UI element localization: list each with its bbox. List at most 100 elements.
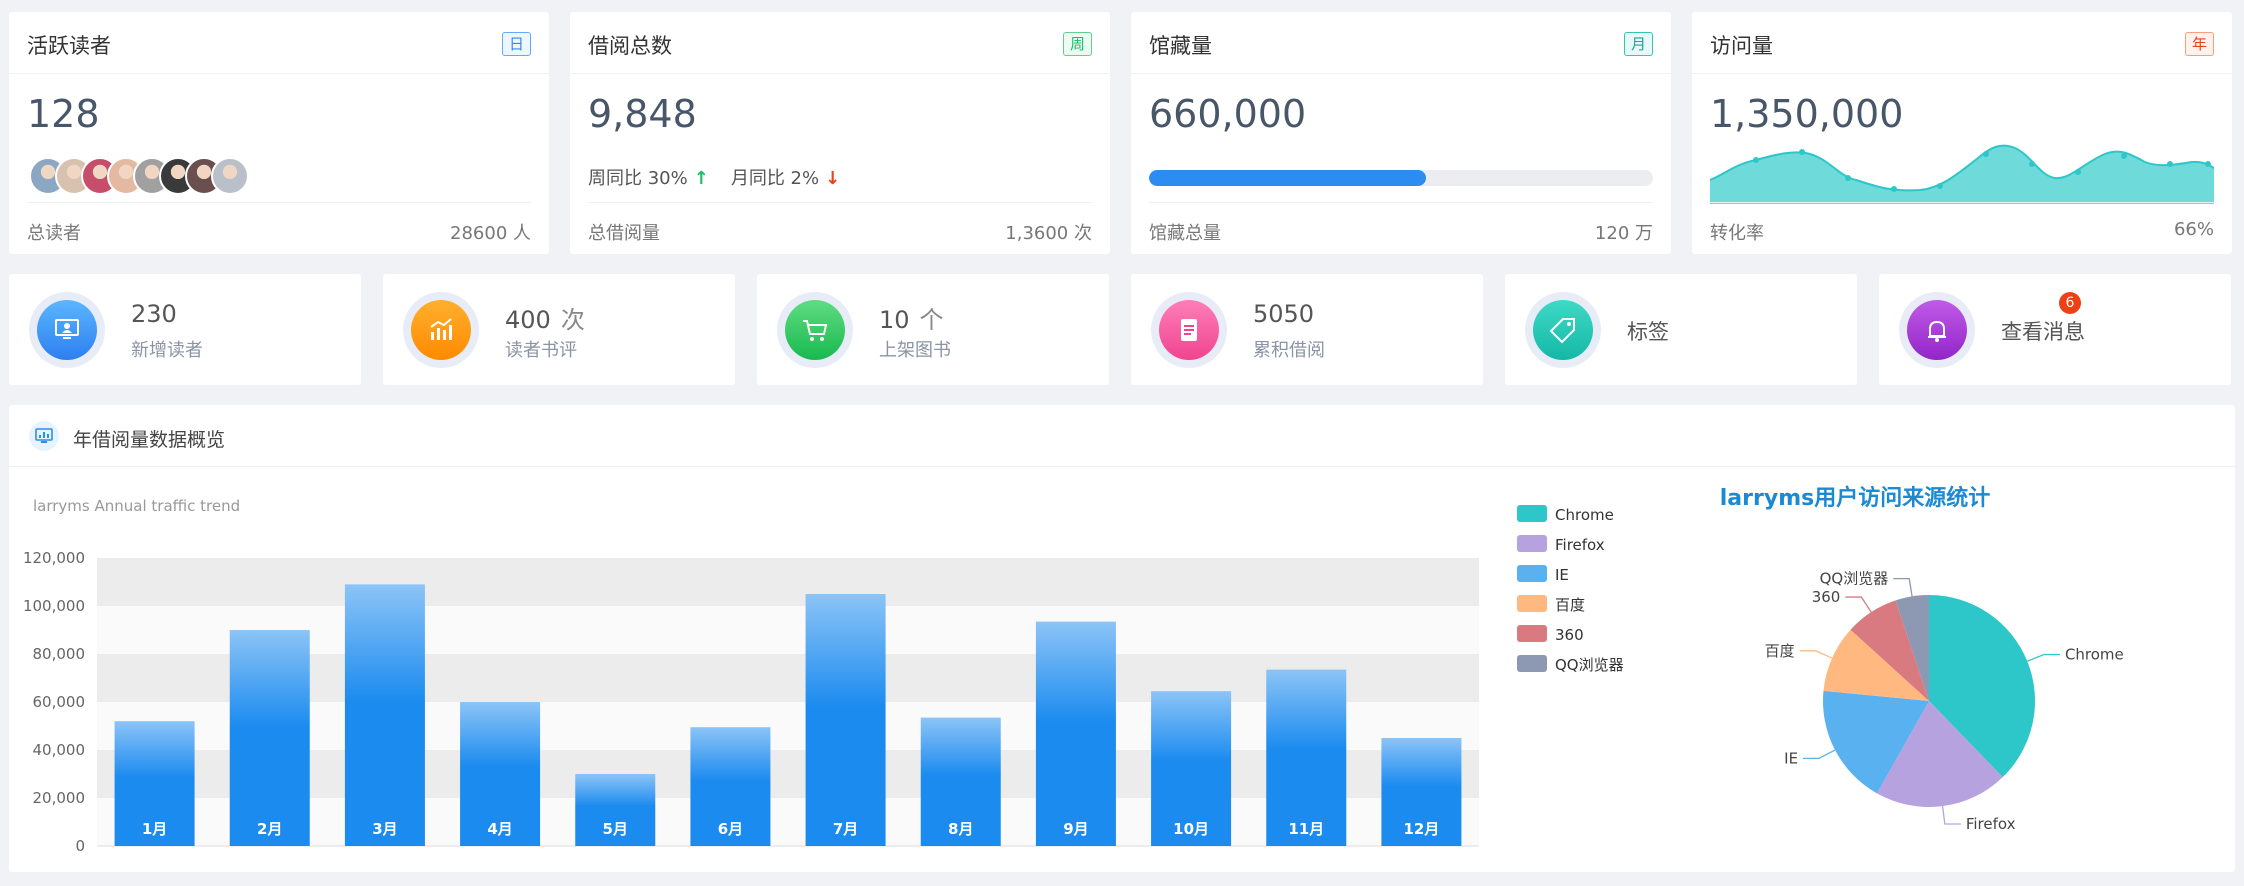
bar-category-label: 12月: [1403, 820, 1439, 838]
bar[interactable]: [920, 717, 1001, 846]
legend-swatch[interactable]: [1517, 535, 1547, 552]
sparkline-points: [1753, 149, 2211, 192]
grid-band: [97, 750, 1479, 798]
quick-unit: 次: [560, 306, 585, 334]
footer-label: 馆藏总量: [1149, 223, 1221, 244]
legend-label[interactable]: 百度: [1555, 596, 1585, 614]
quick-card-shelved-books[interactable]: 10 个 上架图书: [757, 274, 1109, 385]
legend-label[interactable]: Firefox: [1555, 536, 1605, 554]
legend-swatch[interactable]: [1517, 595, 1547, 612]
legend-swatch[interactable]: [1517, 505, 1547, 522]
quick-card-reviews[interactable]: 400 次 读者书评: [383, 274, 735, 385]
sparkline-point: [1983, 151, 1989, 157]
sparkline-point: [1753, 157, 1759, 163]
period-badge[interactable]: 日: [501, 32, 531, 56]
pie-label-line: [2027, 653, 2060, 662]
period-badge[interactable]: 年: [2184, 32, 2214, 56]
quick-card-total-borrowed[interactable]: 5050 累积借阅: [1131, 274, 1483, 385]
y-tick-label: 60,000: [33, 693, 86, 711]
tag-icon: [1533, 300, 1593, 360]
sparkline-point: [2167, 161, 2173, 167]
progress-fill: [1149, 170, 1427, 186]
period-badge[interactable]: 周: [1062, 32, 1092, 56]
footer-label: 转化率: [1710, 223, 1764, 244]
reader-avatar[interactable]: [211, 157, 249, 195]
icon-ring: [1899, 292, 1975, 368]
quick-card-tags[interactable]: 标签: [1505, 274, 1857, 385]
bar[interactable]: [690, 727, 771, 846]
bar[interactable]: [229, 630, 310, 846]
quick-label: 上架图书: [879, 340, 951, 361]
stat-card-active-readers: 活跃读者 日 128 总读者 28600 人: [9, 12, 549, 254]
quick-card-new-readers[interactable]: 230 新增读者: [9, 274, 361, 385]
sparkline-point: [2121, 153, 2127, 159]
sparkline-point: [2075, 169, 2081, 175]
quick-value: 5050: [1253, 300, 1315, 328]
bar[interactable]: [575, 774, 656, 846]
stat-value: 1,350,000: [1710, 92, 1904, 136]
stat-card-header: 活跃读者 日: [9, 12, 549, 74]
arrow-down-icon: ↓: [825, 168, 841, 189]
grid-band: [97, 606, 1479, 654]
sparkline-area: [1710, 145, 2214, 204]
sparkline-point: [1845, 175, 1851, 181]
pie-slice-label: QQ浏览器: [1820, 570, 1889, 588]
quick-card-messages[interactable]: 查看消息 6: [1879, 274, 2231, 385]
pie-slice-label: 360: [1812, 588, 1841, 606]
grid-band: [97, 702, 1479, 750]
pie-title: larryms用户访问来源统计: [1720, 485, 1990, 511]
legend-label[interactable]: Chrome: [1555, 506, 1614, 524]
y-tick-label: 80,000: [33, 645, 86, 663]
legend-swatch[interactable]: [1517, 655, 1547, 672]
stat-card-collection: 馆藏量 月 660,000 馆藏总量 120 万: [1131, 12, 1671, 254]
quick-unit: 个: [919, 306, 944, 334]
sparkline-point: [2029, 161, 2035, 167]
legend-label[interactable]: IE: [1555, 566, 1569, 584]
pie-slice[interactable]: [1929, 595, 2035, 778]
quick-label: 累积借阅: [1253, 340, 1325, 361]
footer-value: 120 万: [1594, 223, 1653, 244]
legend-label[interactable]: 360: [1555, 626, 1584, 644]
y-tick-label: 100,000: [23, 597, 85, 615]
pie-label-line: [1941, 806, 1961, 825]
bar[interactable]: [1151, 691, 1232, 846]
dashboard-icon: [29, 421, 59, 451]
bar[interactable]: [460, 702, 541, 846]
grid-band: [97, 798, 1479, 846]
bar[interactable]: [114, 721, 195, 846]
pie-slice[interactable]: [1823, 690, 1929, 794]
bar-category-label: 7月: [833, 820, 858, 838]
pie-slice[interactable]: [1895, 595, 1929, 701]
stat-title: 活跃读者: [27, 34, 111, 58]
annual-borrow-panel: 年借阅量数据概览 larryms Annual traffic trend 0 2…: [9, 405, 2235, 872]
quick-label: 查看消息: [2001, 320, 2085, 344]
legend-swatch[interactable]: [1517, 565, 1547, 582]
grid-band: [97, 558, 1479, 606]
annual-borrow-bar-chart: 0 20,000 40,000 60,000 80,000 100,000 120,000 1…: [23, 549, 1479, 855]
pie-slice[interactable]: [1876, 701, 2003, 807]
chart-growth-icon: [411, 300, 471, 360]
unread-count-badge: 6: [2059, 292, 2081, 314]
bar[interactable]: [1035, 621, 1116, 846]
stat-value: 9,848: [588, 92, 697, 136]
sparkline-line: [1710, 144, 2214, 192]
period-badge[interactable]: 月: [1623, 32, 1653, 56]
icon-ring: [29, 292, 105, 368]
bar[interactable]: [805, 594, 886, 846]
bar[interactable]: [1266, 669, 1347, 846]
pie-slice[interactable]: [1850, 600, 1929, 701]
bar[interactable]: [1381, 738, 1462, 846]
pie-slice[interactable]: [1823, 629, 1929, 701]
visits-sparkline: [1710, 144, 2214, 204]
sparkline-point: [2205, 161, 2211, 167]
pie-slice-label: IE: [1784, 749, 1798, 767]
bar-category-label: 2月: [257, 820, 282, 838]
legend-label[interactable]: QQ浏览器: [1555, 656, 1624, 674]
bar-chart-subtitle: larryms Annual traffic trend: [33, 497, 241, 515]
bar[interactable]: [344, 584, 425, 846]
legend-swatch[interactable]: [1517, 625, 1547, 642]
quick-value: 230: [131, 300, 177, 328]
bar-category-label: 8月: [948, 820, 973, 838]
sparkline-point: [1799, 149, 1805, 155]
icon-ring: [403, 292, 479, 368]
